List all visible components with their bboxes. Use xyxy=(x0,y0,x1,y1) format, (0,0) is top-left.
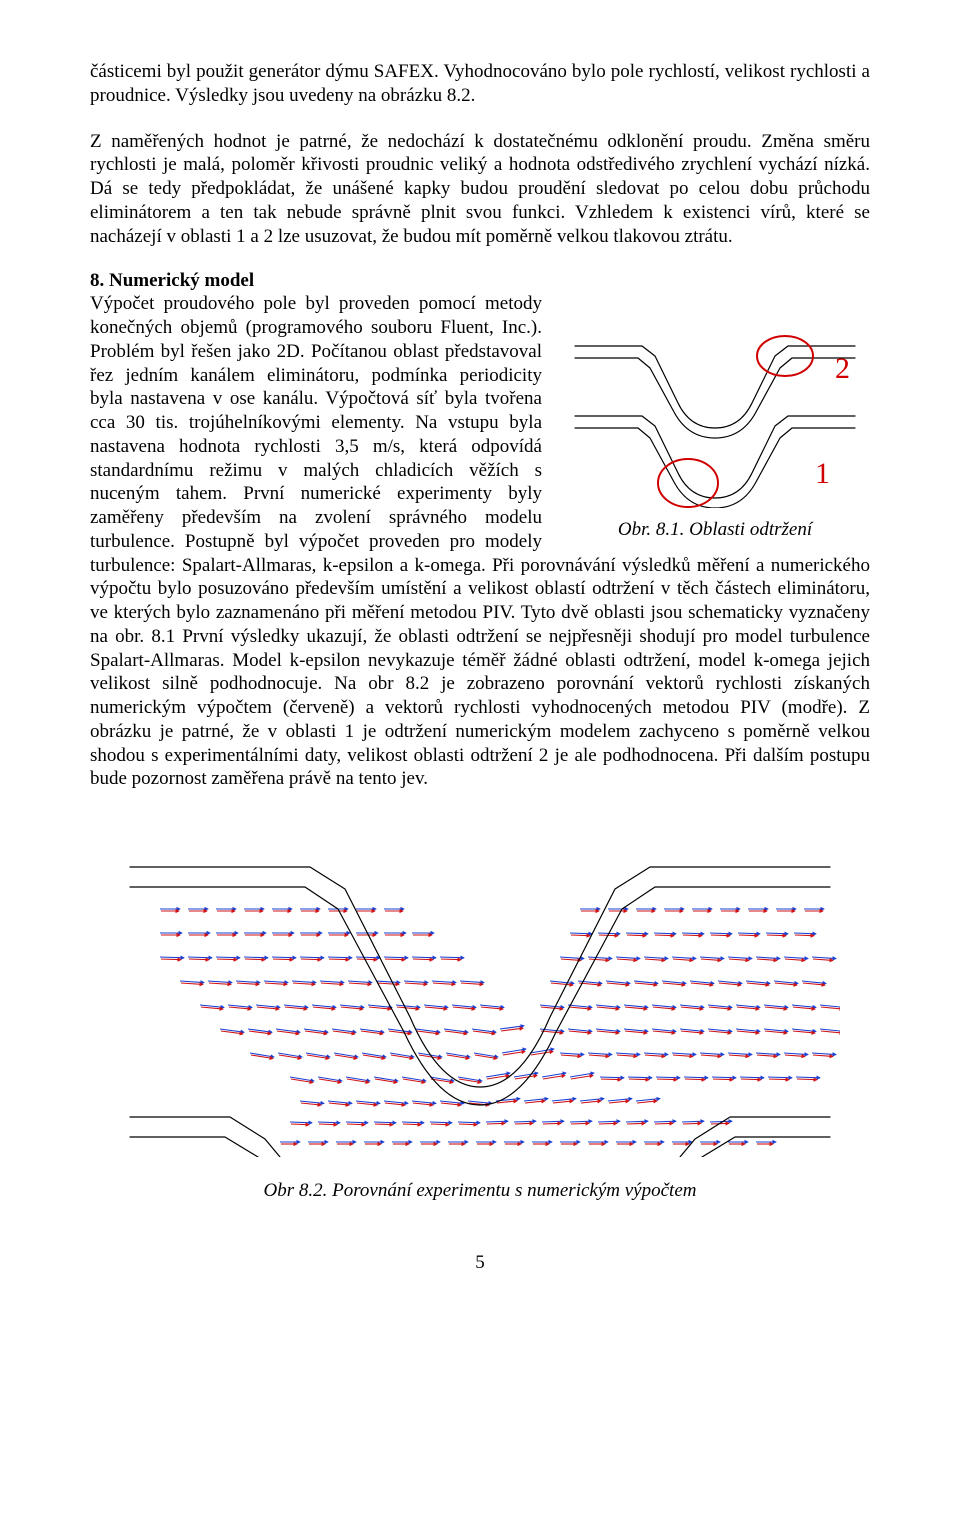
figure-8-1: 12 Obr. 8.1. Oblasti odtržení xyxy=(560,298,870,541)
section-heading-8: 8. Numerický model xyxy=(90,270,870,292)
svg-text:2: 2 xyxy=(835,352,850,385)
figure-8-1-svg: 12 xyxy=(560,298,870,508)
figure-8-2-svg xyxy=(120,817,840,1157)
figure-8-2: Obr 8.2. Porovnání experimentu s numeric… xyxy=(90,817,870,1202)
paragraph-2: Z naměřených hodnot je patrné, že nedoch… xyxy=(90,130,870,249)
figure-8-1-caption: Obr. 8.1. Oblasti odtržení xyxy=(560,519,870,541)
figure-8-2-caption: Obr 8.2. Porovnání experimentu s numeric… xyxy=(90,1180,870,1202)
svg-text:1: 1 xyxy=(815,457,830,490)
page-number: 5 xyxy=(90,1252,870,1274)
paragraph-1: částicemi byl použit generátor dýmu SAFE… xyxy=(90,60,870,108)
